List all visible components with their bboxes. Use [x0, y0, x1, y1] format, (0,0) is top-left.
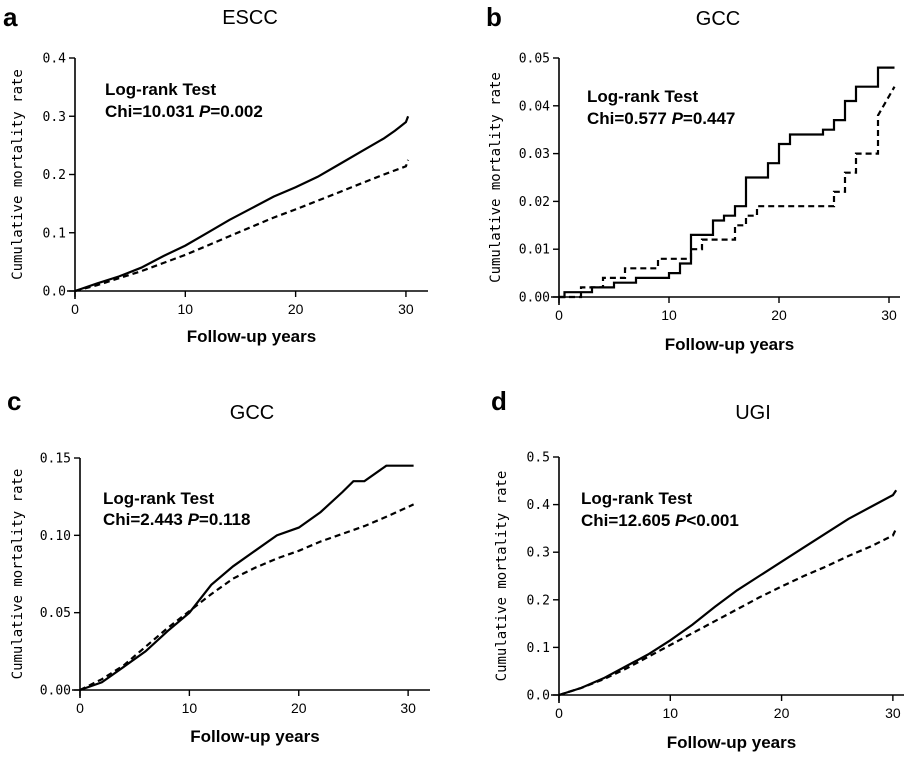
x-tick-label: 0 — [555, 705, 563, 721]
chart-svg: a ESCC 0.0 0.1 0.2 0.3 0.4 0 10 20 30 Follow-up yea… — [3, 2, 428, 346]
p-value: <0.001 — [686, 511, 738, 530]
y-tick-label: 0.2 — [527, 593, 550, 608]
chi-value: Chi=12.605 — [581, 511, 675, 530]
logrank-title: Log-rank Test — [103, 489, 214, 508]
chi-value: Chi=2.443 — [103, 510, 188, 529]
x-tick-label: 0 — [71, 301, 79, 317]
chart-panel-c: c GCC 0.00 0.05 0.10 0.15 0 10 20 30 Follow-up yea… — [0, 379, 453, 758]
panel-letter: d — [491, 386, 507, 416]
x-tick-label: 30 — [881, 307, 897, 323]
logrank-stats: Chi=0.577 P=0.447 — [587, 109, 735, 128]
y-tick-label: 0.00 — [40, 684, 71, 699]
chart-svg: b GCC 0.00 0.01 0.02 0.03 0.04 0.05 0 10 20 30 Follo… — [486, 2, 900, 354]
logrank-stats: Chi=2.443 P=0.118 — [103, 510, 250, 529]
dashed-series-line — [559, 86, 896, 299]
x-tick-label: 10 — [178, 301, 194, 317]
y-tick-label: 0.1 — [43, 226, 66, 241]
logrank-title: Log-rank Test — [581, 489, 692, 508]
y-axis-label: Cumulative mortality rate — [10, 69, 26, 280]
y-tick-label: 0.0 — [527, 689, 550, 704]
y-tick-label: 0.04 — [519, 99, 550, 114]
y-axis-label: Cumulative mortality rate — [494, 471, 510, 682]
p-value: =0.118 — [199, 510, 251, 529]
x-tick-label: 0 — [76, 700, 84, 716]
y-tick-label: 0.03 — [519, 147, 550, 162]
y-tick-label: 0.15 — [40, 452, 71, 467]
y-tick-label: 0.4 — [43, 52, 67, 67]
y-tick-label: 0.01 — [519, 243, 550, 258]
x-tick-label: 0 — [555, 307, 563, 323]
chart-panel-d: d UGI 0.0 0.1 0.2 0.3 0.4 0.5 0 10 20 30 Follow-up y… — [453, 379, 906, 758]
chart-svg: c GCC 0.00 0.05 0.10 0.15 0 10 20 30 Follow-up yea… — [7, 386, 430, 746]
chart-title: GCC — [230, 402, 274, 424]
logrank-stats: Chi=10.031 P=0.002 — [105, 102, 263, 121]
p-value: =0.002 — [210, 102, 262, 121]
solid-series-line — [559, 66, 895, 299]
x-axis-label: Follow-up years — [187, 327, 316, 346]
chart-title: UGI — [735, 402, 771, 424]
p-symbol: P — [675, 511, 687, 530]
x-tick-label: 20 — [774, 705, 790, 721]
p-value: =0.447 — [683, 109, 735, 128]
y-axis-label: Cumulative mortality rate — [488, 72, 504, 283]
solid-series-line — [558, 489, 898, 697]
dashed-series-line — [558, 527, 898, 697]
x-axis-label: Follow-up years — [190, 727, 319, 746]
chi-value: Chi=0.577 — [587, 109, 672, 128]
y-tick-label: 0.05 — [519, 52, 550, 67]
solid-series-line — [79, 464, 414, 692]
y-tick-label: 0.05 — [40, 606, 71, 621]
y-tick-label: 0.4 — [527, 498, 551, 513]
x-axis-label: Follow-up years — [667, 733, 796, 752]
p-symbol: P — [672, 109, 684, 128]
chi-value: Chi=10.031 — [105, 102, 199, 121]
chart-panel-b: b GCC 0.00 0.01 0.02 0.03 0.04 0.05 0 10 20 30 Follo… — [453, 0, 906, 379]
y-tick-label: 0.0 — [43, 285, 66, 300]
panel-letter: b — [486, 2, 502, 32]
panel-letter: a — [3, 2, 18, 32]
x-tick-label: 10 — [182, 700, 198, 716]
x-tick-label: 20 — [291, 700, 307, 716]
chart-title: GCC — [696, 8, 740, 30]
y-tick-label: 0.5 — [527, 451, 550, 466]
y-tick-label: 0.3 — [43, 110, 66, 125]
chart-title: ESCC — [222, 7, 278, 29]
dashed-series-line — [79, 503, 415, 691]
panel-letter: c — [7, 386, 21, 416]
y-tick-label: 0.3 — [527, 546, 550, 561]
y-tick-label: 0.2 — [43, 168, 66, 183]
x-tick-label: 30 — [400, 700, 416, 716]
logrank-title: Log-rank Test — [587, 87, 698, 106]
x-tick-label: 20 — [771, 307, 787, 323]
x-tick-label: 20 — [288, 301, 304, 317]
x-tick-label: 10 — [661, 307, 677, 323]
p-symbol: P — [199, 102, 211, 121]
chart-svg: d UGI 0.0 0.1 0.2 0.3 0.4 0.5 0 10 20 30 Follow-up y… — [491, 386, 904, 752]
y-tick-label: 0.10 — [40, 529, 71, 544]
y-tick-label: 0.00 — [519, 291, 550, 306]
logrank-stats: Chi=12.605 P<0.001 — [581, 511, 739, 530]
p-symbol: P — [188, 510, 200, 529]
x-axis-label: Follow-up years — [665, 335, 794, 354]
x-tick-label: 30 — [398, 301, 414, 317]
logrank-title: Log-rank Test — [105, 80, 216, 99]
x-tick-label: 30 — [885, 705, 901, 721]
y-axis-label: Cumulative mortality rate — [10, 469, 26, 680]
y-tick-label: 0.02 — [519, 195, 550, 210]
x-tick-label: 10 — [663, 705, 679, 721]
chart-panel-a: a ESCC 0.0 0.1 0.2 0.3 0.4 0 10 20 30 Follow-up yea… — [0, 0, 453, 379]
dashed-series-line — [74, 159, 410, 293]
solid-series-line — [74, 115, 410, 293]
y-tick-label: 0.1 — [527, 641, 550, 656]
